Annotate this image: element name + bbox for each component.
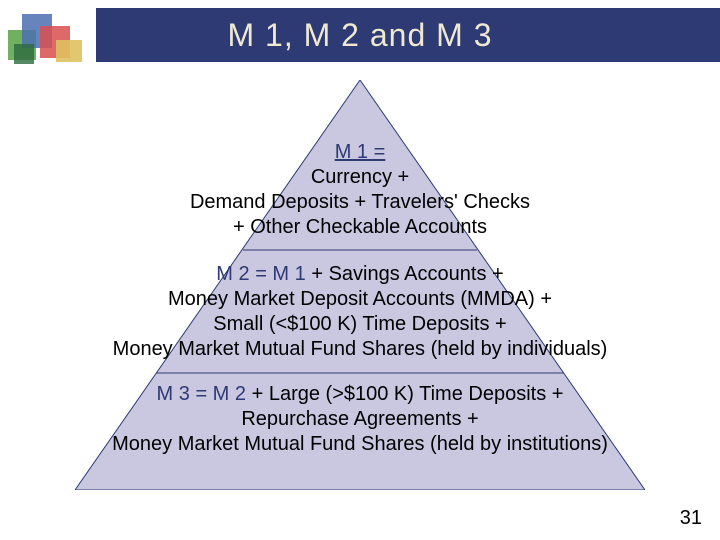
page-number: 31: [680, 507, 702, 530]
m2-header-tail: + Savings Accounts +: [306, 263, 504, 285]
m1-line-1: Currency +: [311, 166, 409, 188]
title-bar: M 1, M 2 and M 3: [0, 8, 720, 62]
pyramid-diagram: M 1 = Currency + Demand Deposits + Trave…: [75, 80, 645, 490]
m1-line-2: Demand Deposits + Travelers' Checks: [190, 191, 530, 213]
m1-header: M 1 =: [335, 141, 386, 163]
m1-line-3: + Other Checkable Accounts: [233, 216, 487, 238]
m1-section: M 1 = Currency + Demand Deposits + Trave…: [75, 140, 645, 240]
page-title: M 1, M 2 and M 3: [228, 17, 493, 54]
m2-section: M 2 = M 1 + Savings Accounts + Money Mar…: [75, 262, 645, 362]
m3-section: M 3 = M 2 + Large (>$100 K) Time Deposit…: [75, 382, 645, 457]
m3-line-2: Money Market Mutual Fund Shares (held by…: [112, 433, 608, 455]
m2-line-3: Money Market Mutual Fund Shares (held by…: [113, 338, 608, 360]
m2-line-2: Small (<$100 K) Time Deposits +: [213, 313, 506, 335]
m2-header: M 2 = M 1: [216, 263, 305, 285]
logo-graphic: [0, 0, 96, 72]
m3-line-1: Repurchase Agreements +: [241, 408, 478, 430]
m2-line-1: Money Market Deposit Accounts (MMDA) +: [168, 288, 552, 310]
m3-header-tail: + Large (>$100 K) Time Deposits +: [246, 383, 563, 405]
m3-header: M 3 = M 2: [157, 383, 246, 405]
